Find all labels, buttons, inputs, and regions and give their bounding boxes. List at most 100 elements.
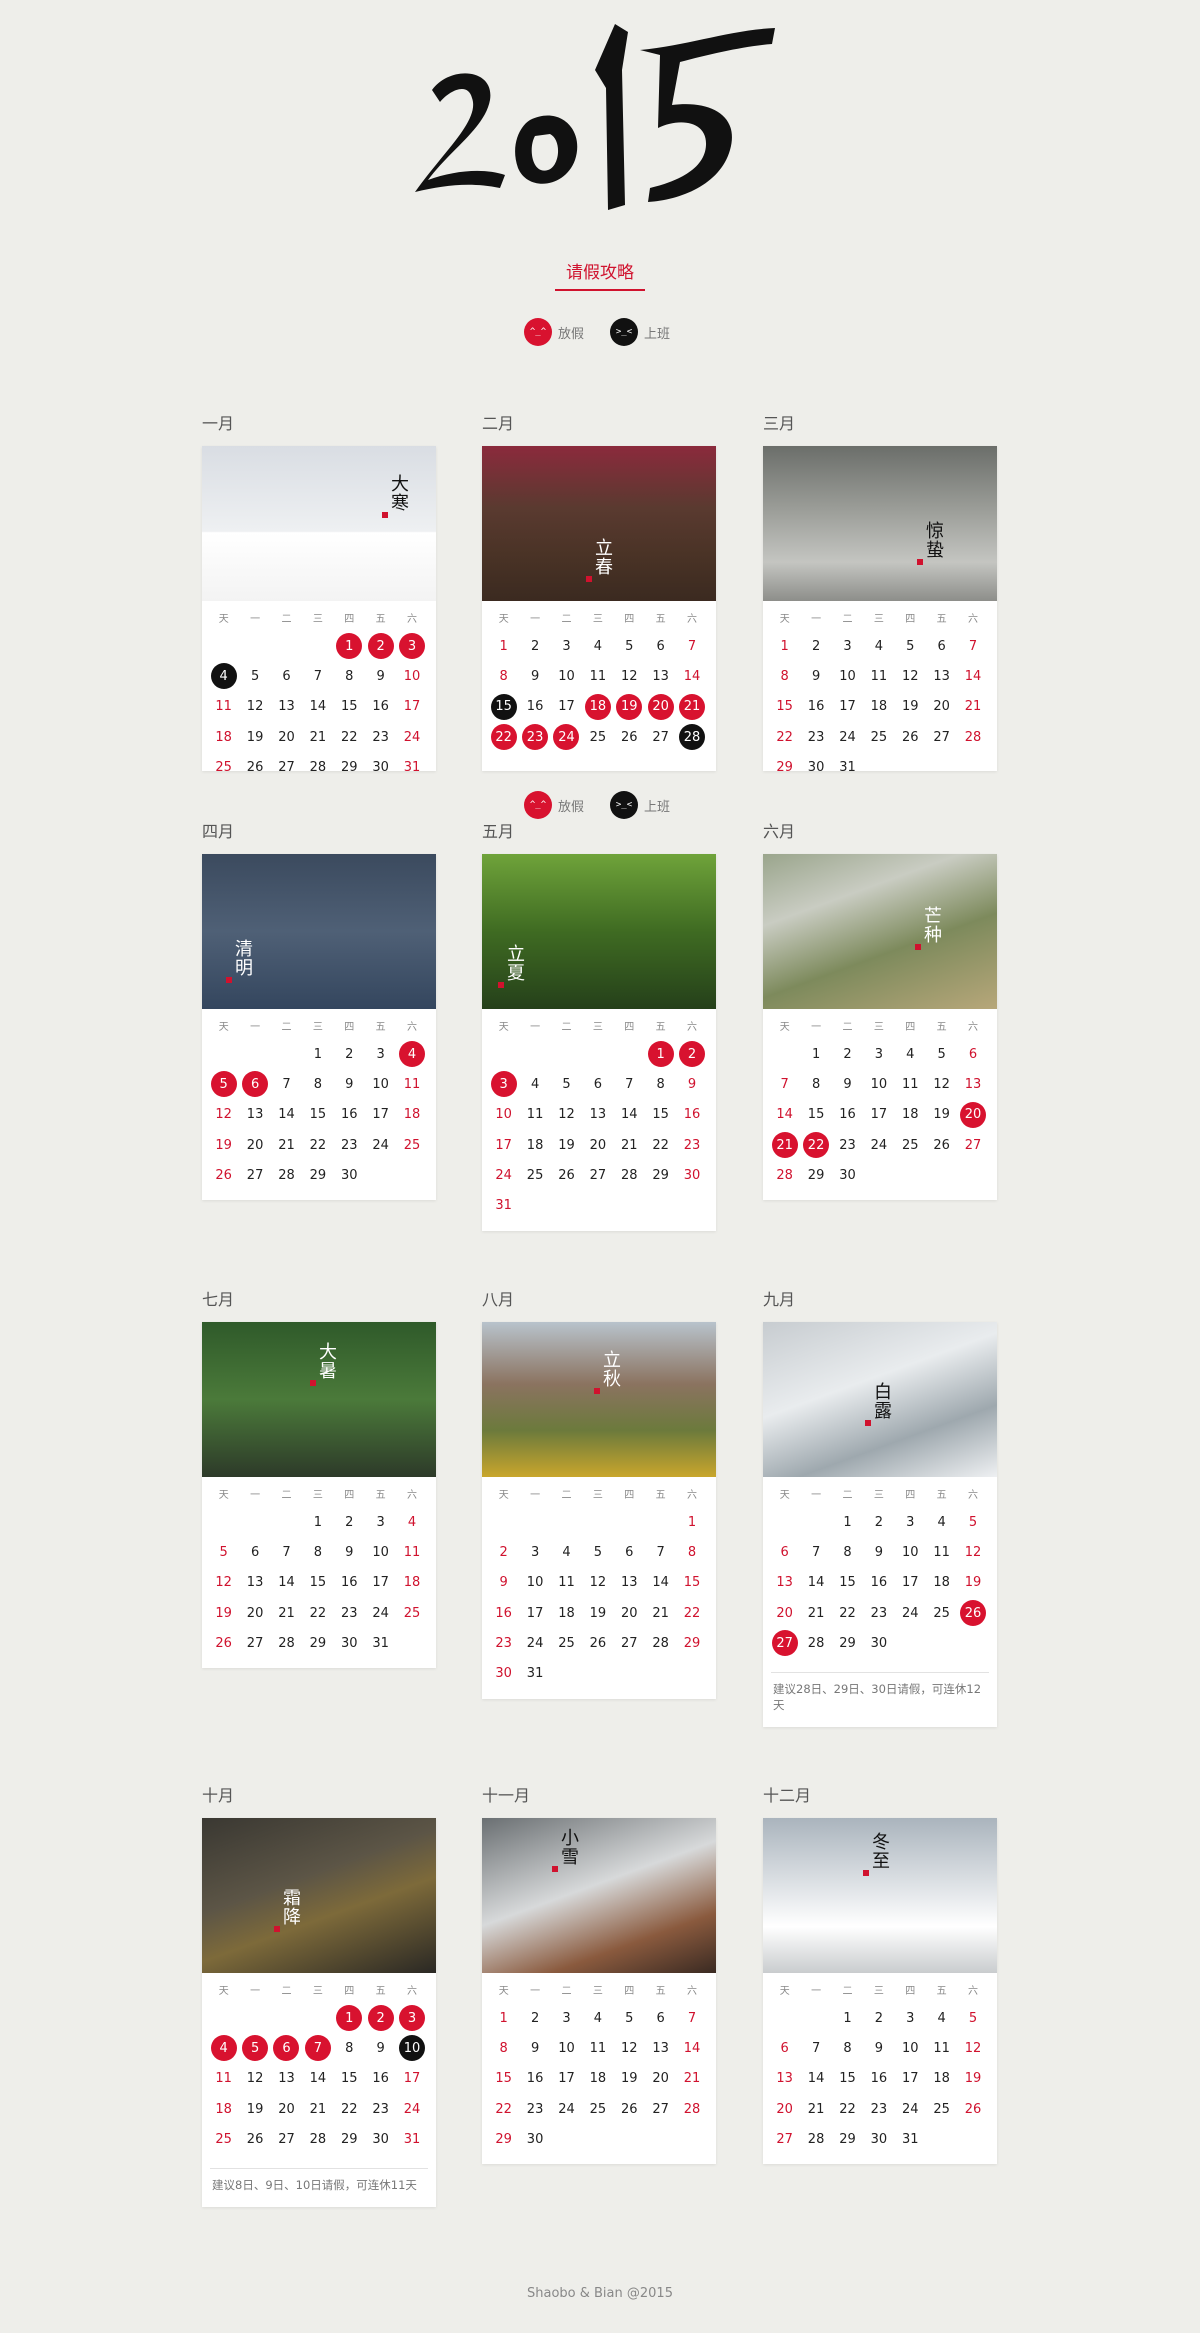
day-cell[interactable]: 28 — [964, 729, 982, 745]
day-cell[interactable]: 29 — [495, 2131, 512, 2147]
day-cell[interactable]: 9 — [376, 2040, 385, 2056]
day-cell[interactable]: 20 — [278, 729, 295, 745]
day-cell[interactable]: 5 — [219, 1544, 228, 1560]
day-cell[interactable]: 28 — [309, 759, 327, 771]
day-cell[interactable]: 28 — [676, 722, 707, 752]
day-cell[interactable]: 7 — [302, 2033, 333, 2063]
day-cell[interactable]: 28 — [278, 1635, 295, 1651]
day-cell[interactable]: 10 — [558, 2040, 575, 2056]
day-cell[interactable]: 3 — [396, 631, 427, 661]
day-cell[interactable]: 18 — [215, 729, 232, 745]
day-cell[interactable]: 28 — [683, 2101, 701, 2117]
day-cell[interactable]: 13 — [776, 1575, 793, 1591]
day-cell[interactable]: 21 — [278, 1605, 295, 1621]
day-cell[interactable]: 24 — [495, 1167, 512, 1183]
day-cell[interactable]: 31 — [901, 2131, 919, 2147]
day-cell[interactable]: 6 — [271, 2033, 302, 2063]
day-cell[interactable]: 22 — [340, 2101, 358, 2117]
day-cell[interactable]: 4 — [937, 1514, 946, 1530]
leave-tips-link[interactable]: 请假攻略 — [555, 258, 645, 291]
day-cell[interactable]: 8 — [843, 2040, 852, 2056]
day-cell[interactable]: 13 — [620, 1575, 638, 1591]
day-cell[interactable]: 30 — [340, 1635, 358, 1651]
day-cell[interactable]: 25 — [558, 1635, 575, 1651]
day-cell[interactable]: 9 — [687, 1076, 697, 1092]
day-cell[interactable]: 30 — [870, 1635, 888, 1651]
day-cell[interactable]: 1 — [843, 1514, 852, 1530]
day-cell[interactable]: 20 — [589, 1137, 607, 1153]
day-cell[interactable]: 7 — [313, 668, 322, 684]
day-cell[interactable]: 10 — [901, 1544, 919, 1560]
day-cell[interactable]: 4 — [407, 1514, 417, 1530]
day-cell[interactable]: 3 — [906, 2010, 915, 2026]
day-cell[interactable]: 5 — [625, 2010, 634, 2026]
day-cell[interactable]: 10 — [372, 1076, 389, 1092]
day-cell[interactable]: 17 — [901, 2071, 919, 2087]
day-cell[interactable]: 25 — [589, 2101, 607, 2117]
day-cell[interactable]: 11 — [870, 668, 888, 684]
day-cell[interactable]: 15 — [309, 1107, 327, 1123]
day-cell[interactable]: 6 — [968, 1046, 978, 1062]
day-cell[interactable]: 16 — [495, 1605, 512, 1621]
day-cell[interactable]: 26 — [589, 1635, 607, 1651]
day-cell[interactable]: 2 — [530, 2010, 540, 2026]
day-cell[interactable]: 6 — [937, 638, 946, 654]
day-cell[interactable]: 31 — [403, 759, 421, 771]
day-cell[interactable]: 31 — [526, 1666, 544, 1682]
day-cell[interactable]: 5 — [906, 638, 915, 654]
day-cell[interactable]: 11 — [589, 668, 607, 684]
day-cell[interactable]: 4 — [593, 638, 602, 654]
day-cell[interactable]: 23 — [870, 1605, 888, 1621]
day-cell[interactable]: 10 — [495, 1107, 512, 1123]
day-cell[interactable]: 19 — [614, 692, 645, 722]
day-cell[interactable]: 17 — [372, 1107, 389, 1123]
day-cell[interactable]: 25 — [589, 729, 607, 745]
day-cell[interactable]: 8 — [811, 1076, 821, 1092]
day-cell[interactable]: 12 — [901, 668, 919, 684]
day-cell[interactable]: 8 — [499, 2040, 508, 2056]
day-cell[interactable]: 8 — [313, 1076, 322, 1092]
day-cell[interactable]: 4 — [937, 2010, 946, 2026]
day-cell[interactable]: 31 — [372, 1635, 389, 1651]
day-cell[interactable]: 8 — [687, 1544, 697, 1560]
day-cell[interactable]: 18 — [215, 2101, 232, 2117]
day-cell[interactable]: 12 — [933, 1076, 950, 1092]
day-cell[interactable]: 8 — [780, 668, 789, 684]
day-cell[interactable]: 24 — [901, 1605, 919, 1621]
day-cell[interactable]: 15 — [807, 1107, 825, 1123]
day-cell[interactable]: 22 — [800, 1130, 831, 1160]
day-cell[interactable]: 24 — [901, 2101, 919, 2117]
day-cell[interactable]: 19 — [246, 729, 264, 745]
day-cell[interactable]: 10 — [839, 668, 856, 684]
day-cell[interactable]: 11 — [215, 699, 232, 715]
day-cell[interactable]: 11 — [558, 1575, 575, 1591]
day-cell[interactable]: 26 — [933, 1137, 950, 1153]
day-cell[interactable]: 1 — [811, 1046, 821, 1062]
day-cell[interactable]: 2 — [874, 1514, 883, 1530]
day-cell[interactable]: 20 — [957, 1100, 988, 1130]
day-cell[interactable]: 7 — [687, 2010, 697, 2026]
day-cell[interactable]: 26 — [246, 2131, 264, 2147]
day-cell[interactable]: 12 — [558, 1107, 575, 1123]
day-cell[interactable]: 25 — [215, 759, 232, 771]
day-cell[interactable]: 13 — [964, 1076, 982, 1092]
day-cell[interactable]: 30 — [372, 2131, 389, 2147]
day-cell[interactable]: 11 — [403, 1544, 421, 1560]
day-cell[interactable]: 14 — [620, 1107, 638, 1123]
day-cell[interactable]: 1 — [313, 1046, 322, 1062]
day-cell[interactable]: 25 — [403, 1137, 421, 1153]
day-cell[interactable]: 2 — [530, 638, 540, 654]
day-cell[interactable]: 20 — [776, 2101, 793, 2117]
day-cell[interactable]: 27 — [933, 729, 950, 745]
day-cell[interactable]: 1 — [780, 638, 789, 654]
day-cell[interactable]: 31 — [839, 759, 856, 771]
day-cell[interactable]: 23 — [870, 2101, 888, 2117]
day-cell[interactable]: 16 — [839, 1107, 856, 1123]
day-cell[interactable]: 16 — [870, 1575, 888, 1591]
day-cell[interactable]: 15 — [495, 2071, 512, 2087]
day-cell[interactable]: 1 — [499, 638, 508, 654]
day-cell[interactable]: 4 — [874, 638, 883, 654]
day-cell[interactable]: 23 — [526, 2101, 544, 2117]
day-cell[interactable]: 1 — [843, 2010, 852, 2026]
day-cell[interactable]: 24 — [403, 2101, 421, 2117]
